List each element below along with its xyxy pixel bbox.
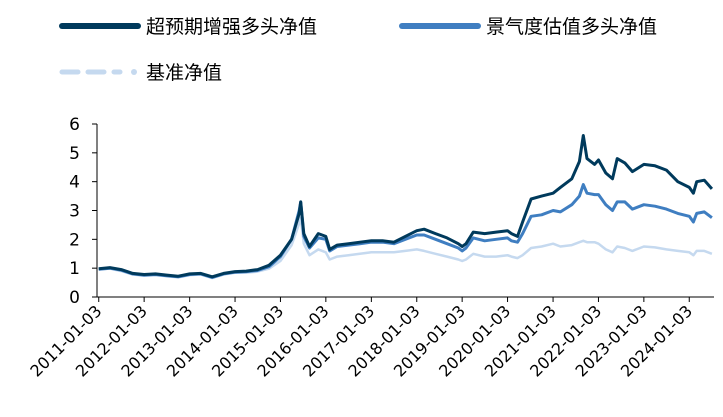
y-axis-ticks: 0 1 2 3 4 5 6 [69, 115, 97, 308]
y-tick-label: 0 [69, 288, 80, 308]
y-tick-label: 3 [69, 202, 80, 222]
y-tick-label: 1 [69, 259, 80, 279]
legend-swatch-dot [131, 69, 137, 75]
plot-area [98, 134, 714, 280]
legend-label: 基准净值 [146, 62, 222, 84]
legend-label: 超预期增强多头净值 [146, 16, 317, 38]
axes [96, 124, 714, 298]
series-prosperity-line [98, 183, 713, 279]
x-axis-ticks: 2011-01-032012-01-032013-01-032014-01-03… [26, 297, 696, 381]
y-tick-label: 2 [69, 230, 80, 250]
series-superexpect-line [98, 134, 714, 279]
legend-item-benchmark: 基准净值 [59, 62, 222, 84]
y-tick-label: 4 [69, 173, 80, 193]
legend-item-prosperity: 景气度估值多头净值 [399, 16, 657, 38]
y-tick-label: 6 [69, 115, 80, 135]
legend-label: 景气度估值多头净值 [486, 16, 657, 38]
legend-item-superexpect: 超预期增强多头净值 [59, 16, 317, 38]
series-benchmark-line [98, 216, 713, 280]
y-tick-label: 5 [69, 144, 80, 164]
